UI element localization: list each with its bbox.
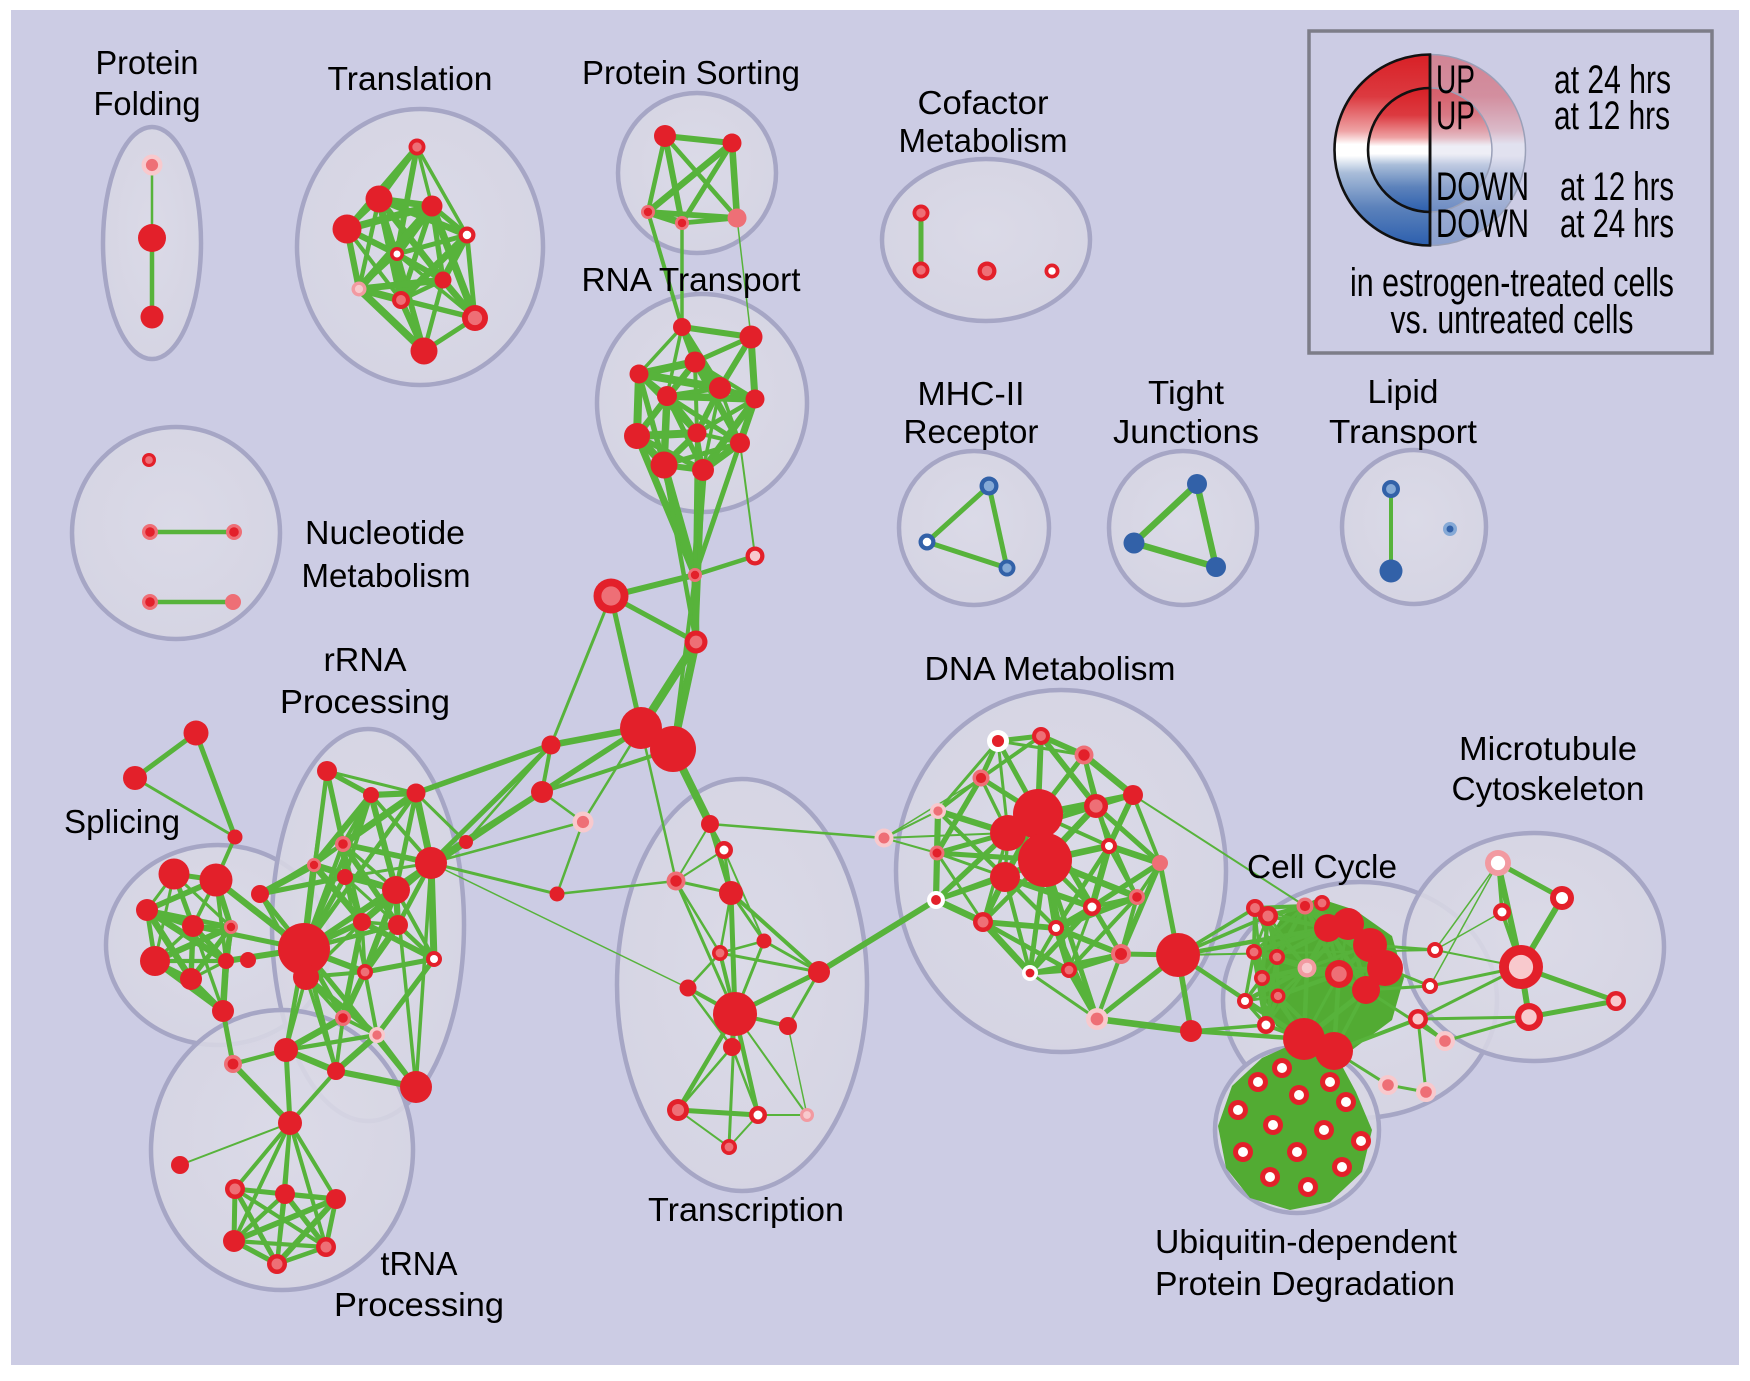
svg-text:DOWN: DOWN (1436, 202, 1529, 246)
svg-text:Microtubule: Microtubule (1459, 731, 1637, 768)
svg-text:Cofactor: Cofactor (918, 85, 1049, 122)
svg-text:Tight: Tight (1148, 375, 1225, 412)
svg-text:Cytoskeleton: Cytoskeleton (1452, 771, 1645, 808)
svg-text:Translation: Translation (328, 61, 493, 98)
svg-text:DOWN: DOWN (1436, 165, 1529, 209)
svg-text:Processing: Processing (334, 1287, 504, 1324)
svg-text:at 12 hrs: at 12 hrs (1560, 165, 1674, 209)
svg-text:Metabolism: Metabolism (302, 558, 471, 595)
svg-text:at 24 hrs: at 24 hrs (1560, 202, 1674, 246)
svg-text:Metabolism: Metabolism (899, 123, 1068, 160)
svg-text:Processing: Processing (280, 684, 450, 721)
svg-text:Cell Cycle: Cell Cycle (1247, 849, 1397, 886)
svg-text:Protein Degradation: Protein Degradation (1155, 1266, 1455, 1303)
svg-text:in estrogen-treated cells: in estrogen-treated cells (1350, 261, 1674, 305)
svg-text:RNA Transport: RNA Transport (582, 262, 802, 299)
svg-text:Junctions: Junctions (1113, 414, 1259, 451)
svg-text:Ubiquitin-dependent: Ubiquitin-dependent (1155, 1224, 1458, 1261)
svg-text:rRNA: rRNA (324, 642, 408, 679)
svg-text:UP: UP (1436, 94, 1475, 138)
svg-text:MHC-II: MHC-II (918, 376, 1025, 413)
svg-text:Lipid: Lipid (1368, 374, 1439, 411)
svg-text:Transport: Transport (1329, 414, 1478, 451)
svg-text:at 12 hrs: at 12 hrs (1554, 94, 1670, 138)
svg-text:Nucleotide: Nucleotide (305, 515, 465, 552)
svg-text:Protein Sorting: Protein Sorting (582, 55, 800, 92)
svg-text:UP: UP (1436, 58, 1475, 102)
svg-text:DNA Metabolism: DNA Metabolism (925, 651, 1176, 688)
svg-text:vs. untreated cells: vs. untreated cells (1391, 298, 1634, 342)
svg-text:Splicing: Splicing (64, 804, 180, 841)
svg-text:Folding: Folding (94, 86, 201, 123)
svg-text:Transcription: Transcription (648, 1192, 844, 1229)
svg-text:tRNA: tRNA (381, 1246, 459, 1283)
svg-text:Receptor: Receptor (904, 414, 1039, 451)
svg-text:Protein: Protein (96, 45, 199, 82)
svg-text:at 24 hrs: at 24 hrs (1554, 58, 1671, 102)
